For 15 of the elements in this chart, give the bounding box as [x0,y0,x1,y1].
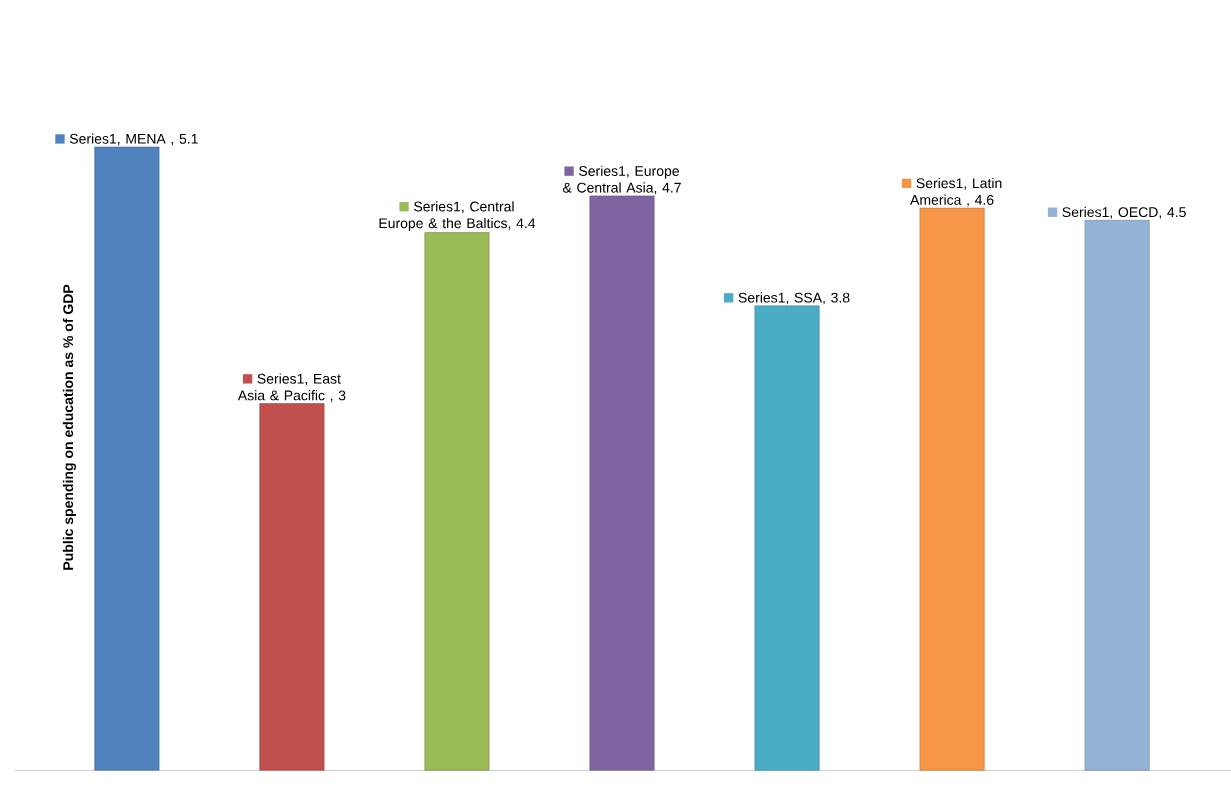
data-label: Series1, SSA, 3.8 [738,292,850,305]
bar [94,146,160,771]
data-label: Series1, Central Europe & the Baltics, 4.4 [379,201,536,231]
y-axis-title: Public spending on education as % of GDP [62,284,76,570]
bar [589,195,655,771]
data-label: Series1, MENA , 5.1 [69,133,198,146]
bar [919,207,985,771]
bar [259,403,325,771]
bar [754,305,820,771]
bar [1084,219,1150,771]
data-label: Series1, Latin America , 4.6 [910,177,1002,207]
data-label: Series1, OECD, 4.5 [1062,206,1186,219]
data-label: Series1, East Asia & Pacific , 3 [237,373,346,402]
data-label: Series1, Europe & Central Asia, 4.7 [562,165,681,195]
bar [424,232,490,771]
